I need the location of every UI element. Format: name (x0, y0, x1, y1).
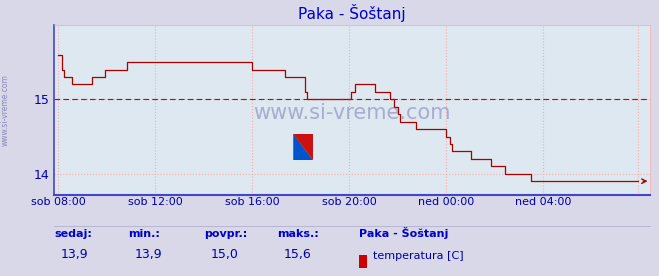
Polygon shape (293, 134, 313, 160)
Text: 13,9: 13,9 (61, 248, 88, 261)
Text: povpr.:: povpr.: (204, 229, 248, 239)
Text: maks.:: maks.: (277, 229, 318, 239)
Text: www.si-vreme.com: www.si-vreme.com (1, 75, 10, 146)
Text: Paka - Šoštanj: Paka - Šoštanj (359, 227, 449, 239)
Text: sedaj:: sedaj: (54, 229, 92, 239)
Bar (359, 256, 366, 268)
Title: Paka - Šoštanj: Paka - Šoštanj (299, 4, 406, 22)
Text: www.si-vreme.com: www.si-vreme.com (254, 103, 451, 123)
Text: 13,9: 13,9 (135, 248, 163, 261)
Text: min.:: min.: (129, 229, 160, 239)
Text: 15,6: 15,6 (283, 248, 311, 261)
Text: 15,0: 15,0 (211, 248, 239, 261)
Polygon shape (293, 134, 313, 160)
Polygon shape (293, 134, 313, 160)
Text: temperatura [C]: temperatura [C] (373, 251, 464, 261)
